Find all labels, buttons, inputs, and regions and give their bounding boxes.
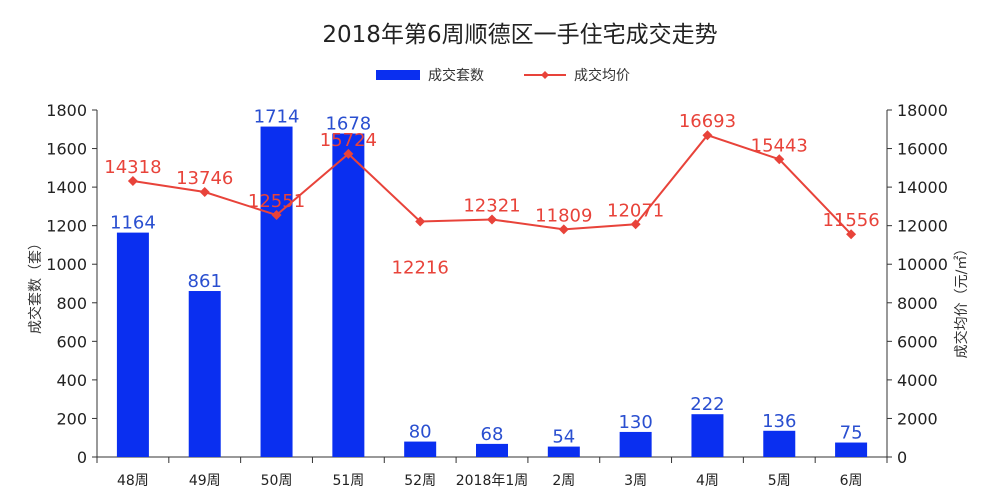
y-axis-title-left: 成交套数（套） [27,236,44,334]
price-point [774,154,785,165]
price-value-label: 15443 [751,135,808,156]
price-value-label: 12321 [463,195,520,216]
price-point [271,210,282,221]
y-tick-label-right: 0 [897,448,907,467]
bar-value-label: 136 [762,411,796,432]
bar-value-label: 80 [409,422,432,443]
bar [116,232,149,457]
x-tick-label: 2周 [552,473,575,489]
price-value-label: 14318 [104,157,161,178]
bar [619,431,652,457]
bar-value-label: 861 [188,271,222,292]
price-point [127,175,138,186]
legend-bar-swatch [376,70,420,80]
y-tick-label-right: 4000 [897,371,938,390]
y-tick-label-left: 0 [77,448,87,467]
bar-value-label: 1678 [325,114,371,135]
price-value-label: 12216 [392,258,449,279]
y-tick-label-left: 1000 [46,255,87,274]
y-tick-label-left: 600 [56,332,87,351]
x-tick-label: 5周 [768,473,791,489]
bars [116,126,868,457]
y-tick-label-left: 800 [56,294,87,313]
legend-bar-label: 成交套数 [428,67,484,84]
price-value-label: 11809 [535,205,592,226]
y-axis-title-right: 成交均价（元/㎡） [953,242,970,359]
x-tick-label: 48周 [117,473,149,489]
bar-value-label: 54 [552,427,575,448]
bar [691,414,724,457]
y-tick-label-right: 12000 [897,217,948,236]
price-point [630,219,641,230]
y-tick-label-left: 1800 [46,101,87,120]
y-tick-label-left: 400 [56,371,87,390]
x-tick-label: 49周 [189,473,221,489]
price-point [846,229,857,240]
axes: 0200400600800100012001400160018000200040… [46,101,948,489]
price-value-label: 12551 [248,191,305,212]
x-tick-label: 52周 [404,473,436,489]
price-value-label: 12071 [607,200,664,221]
x-tick-label: 51周 [332,473,364,489]
price-point [487,214,497,225]
bar-value-label: 222 [690,394,724,415]
x-tick-label: 2018年1周 [456,473,529,489]
price-point [415,216,426,227]
legend-line-marker [541,71,549,79]
legend-line-label: 成交均价 [574,67,630,84]
y-tick-label-right: 14000 [897,178,948,197]
price-value-label: 15724 [320,130,377,151]
bar [404,441,437,457]
y-tick-label-left: 1600 [46,140,87,159]
bar [332,133,365,457]
y-tick-label-left: 200 [56,409,87,428]
y-tick-label-right: 10000 [897,255,948,274]
bar [260,126,293,457]
data-labels: 1164 861 1714 1678 80 68 54 130 222 136 75 14318 137… [104,107,879,448]
bar-value-label: 1164 [110,213,156,234]
bar [188,291,221,457]
x-tick-label: 4周 [696,473,719,489]
y-tick-label-right: 8000 [897,294,938,313]
bar-value-label: 130 [618,412,652,433]
price-point [343,148,354,159]
bar [835,442,868,457]
x-tick-label: 3周 [624,473,647,489]
x-tick-label: 50周 [261,473,293,489]
y-tick-label-left: 1400 [46,178,87,197]
price-value-label: 13746 [176,168,233,189]
bar [763,430,796,457]
bar-value-label: 68 [481,424,504,445]
price-point [558,224,569,235]
bar [476,443,508,457]
bar [547,446,580,457]
price-point [702,130,713,141]
legend: 成交套数 成交均价 [376,67,630,84]
price-value-label: 16693 [679,111,736,132]
y-tick-label-left: 1200 [46,217,87,236]
x-tick-label: 6周 [840,473,863,489]
y-tick-label-right: 18000 [897,101,948,120]
price-point [199,187,210,198]
y-tick-label-right: 2000 [897,409,938,428]
bar-value-label: 1714 [254,107,300,128]
y-tick-label-right: 16000 [897,140,948,159]
y-tick-label-right: 6000 [897,332,938,351]
chart-title: 2018年第6周顺德区一手住宅成交走势 [322,22,717,48]
price-line [127,130,857,240]
bar-value-label: 75 [840,423,863,444]
price-value-label: 11556 [822,210,879,231]
